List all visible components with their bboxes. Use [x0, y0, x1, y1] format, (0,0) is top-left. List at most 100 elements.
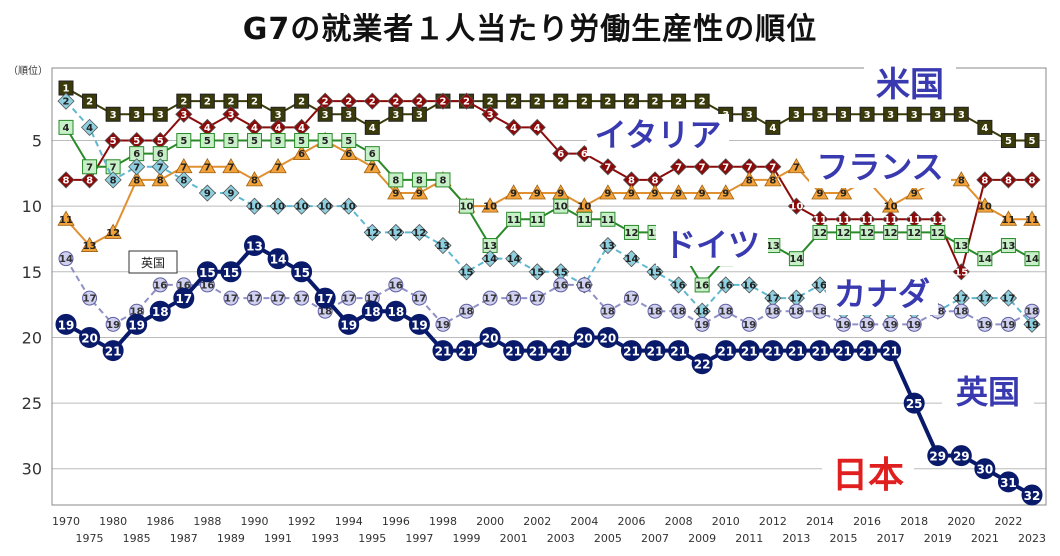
data-point [950, 445, 972, 467]
series-label-bg [656, 224, 768, 266]
data-label: 5 [1029, 136, 1036, 147]
data-label: 8 [439, 175, 446, 186]
data-label: 19 [106, 320, 120, 331]
data-label: 2 [534, 97, 541, 108]
data-label: 30 [977, 463, 994, 477]
data-label: 7 [227, 162, 234, 173]
data-point [338, 313, 360, 335]
data-label: 11 [59, 215, 73, 226]
data-label: 9 [227, 189, 234, 200]
data-label: 2 [227, 97, 234, 108]
data-point [1000, 133, 1016, 149]
data-label: 8 [110, 175, 117, 186]
x-tick-label: 1970 [52, 515, 80, 528]
x-tick-label: 2011 [735, 532, 763, 545]
y-tick-label: 30 [22, 460, 42, 479]
data-point [1023, 315, 1041, 333]
data-label: 7 [157, 162, 164, 173]
data-point [553, 277, 569, 293]
x-tick-label: 2016 [853, 515, 881, 528]
data-point [765, 303, 781, 319]
data-point [481, 197, 499, 213]
data-point [1024, 251, 1040, 267]
data-point [976, 197, 994, 213]
y-tick-label: 20 [22, 328, 42, 347]
x-tick-label: 2021 [971, 532, 999, 545]
data-label: 6 [298, 149, 305, 160]
data-label: 17 [295, 294, 309, 305]
data-label: 8 [392, 175, 399, 186]
data-point [833, 340, 855, 362]
data-point [903, 392, 925, 414]
data-label: 10 [483, 202, 497, 213]
data-point [999, 289, 1018, 307]
data-point [1024, 303, 1040, 319]
data-point [599, 158, 617, 176]
series-label-bg [864, 62, 956, 106]
data-label: 8 [652, 175, 659, 186]
data-label: 8 [746, 175, 753, 186]
data-point [668, 340, 690, 362]
data-label: 15 [530, 267, 544, 278]
data-point [222, 157, 240, 174]
data-label: 2 [604, 97, 611, 108]
x-tick-label: 2007 [641, 532, 669, 545]
series-label-bg [587, 114, 729, 156]
data-label: 5 [251, 136, 258, 147]
data-label: 5 [322, 136, 329, 147]
data-point [104, 131, 122, 150]
data-point [126, 313, 148, 335]
data-point [269, 197, 287, 215]
data-point [646, 184, 664, 200]
data-label: 10 [318, 202, 332, 213]
x-tick-label: 1989 [217, 532, 245, 545]
data-label: 14 [625, 254, 639, 265]
data-label: 13 [483, 241, 497, 252]
data-point [623, 93, 639, 109]
data-label: 12 [412, 228, 426, 239]
x-tick-label: 1998 [429, 515, 457, 528]
data-point [834, 184, 853, 200]
data-label: 19 [884, 320, 898, 331]
data-point [930, 106, 946, 122]
data-label: 21 [859, 345, 876, 359]
data-label: 10 [248, 202, 262, 213]
data-label: 10 [554, 202, 568, 213]
x-tick-label: 1990 [240, 515, 268, 528]
data-label: 3 [345, 110, 352, 121]
data-point [270, 290, 286, 306]
data-point [128, 158, 146, 176]
data-point [222, 184, 240, 202]
data-label: 3 [275, 110, 282, 121]
data-point [481, 250, 499, 268]
data-label: 3 [958, 110, 965, 121]
data-label: 17 [766, 294, 780, 305]
data-point [927, 445, 949, 467]
data-label: 3 [793, 110, 800, 121]
data-point [953, 238, 969, 254]
data-label: 10 [342, 202, 356, 213]
x-tick-label: 1975 [76, 532, 104, 545]
data-point [785, 340, 807, 362]
data-label: 8 [628, 175, 635, 186]
data-point [149, 300, 171, 322]
data-label: 18 [130, 307, 144, 318]
data-point [694, 93, 710, 109]
data-point [930, 224, 946, 240]
data-point [859, 106, 875, 122]
data-point [881, 197, 900, 213]
data-point [528, 263, 546, 281]
data-point [976, 171, 994, 189]
data-point [80, 171, 99, 189]
data-label: 21 [717, 345, 734, 359]
data-point [387, 92, 405, 110]
data-label: 18 [766, 307, 780, 318]
data-point [316, 92, 334, 110]
data-point [526, 340, 548, 362]
data-label: 19 [907, 320, 921, 331]
data-point [220, 261, 242, 283]
data-label: 16 [389, 280, 403, 291]
data-label: 4 [86, 123, 93, 134]
data-point [670, 158, 688, 176]
